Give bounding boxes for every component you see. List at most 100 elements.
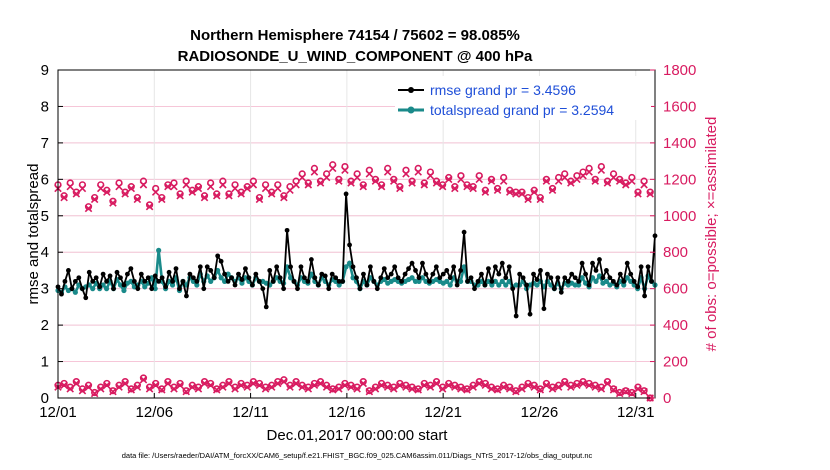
obs-low-assimilated-marker	[402, 383, 410, 391]
obs-low-assimilated-marker-stroke	[579, 379, 587, 388]
obs-low-assimilated-marker-stroke	[548, 385, 557, 393]
obs-low-assimilated-marker-stroke	[225, 379, 233, 388]
obs-assimilated-marker-stroke	[66, 182, 74, 191]
obs-assimilated-marker	[84, 204, 93, 213]
y-tick-label: 4	[41, 244, 49, 261]
obs-assimilated-marker	[316, 179, 325, 187]
totalspread-point	[156, 247, 162, 253]
obs-low-assimilated-marker	[341, 381, 349, 390]
obs-assimilated-marker	[585, 168, 593, 176]
y2-tick-label: 1000	[663, 208, 696, 225]
totalspread-point	[419, 275, 426, 281]
obs-low-assimilated-marker	[353, 385, 361, 393]
obs-low-assimilated-marker-stroke	[158, 386, 166, 394]
rmse-point	[579, 260, 585, 266]
obs-assimilated-marker-stroke	[139, 181, 148, 189]
totalspread-point	[274, 275, 280, 281]
rmse-point	[166, 269, 172, 275]
obs-low-assimilated-marker-stroke	[115, 383, 123, 391]
obs-low-assimilated-marker-stroke	[133, 383, 142, 391]
totalspread-point	[503, 282, 509, 288]
obs-low-assimilated-marker	[414, 386, 422, 394]
obs-low-assimilated-marker	[261, 385, 270, 393]
obs-assimilated-marker	[200, 193, 209, 202]
obs-assimilated-marker-stroke	[444, 175, 453, 184]
totalspread-point	[121, 287, 127, 294]
obs-assimilated-marker	[615, 177, 624, 185]
obs-low-assimilated-marker	[567, 383, 575, 391]
obs-low-assimilated-marker-stroke	[420, 381, 429, 390]
obs-low-assimilated-marker	[109, 387, 117, 396]
obs-assimilated-marker	[328, 164, 337, 173]
rmse-point	[197, 264, 203, 270]
obs-assimilated-marker	[206, 182, 215, 191]
rmse-point	[472, 286, 477, 292]
rmse-point	[565, 278, 571, 284]
obs-assimilated-marker-stroke	[463, 182, 471, 191]
rmse-point	[517, 271, 523, 277]
obs-assimilated-marker-stroke	[115, 182, 123, 191]
obs-low-assimilated-marker	[408, 385, 416, 393]
obs-assimilated-marker	[292, 181, 300, 189]
rmse-point	[326, 286, 332, 292]
rmse-point	[138, 271, 144, 277]
x-tick-label: 12/16	[328, 404, 366, 421]
obs-assimilated-marker	[359, 182, 368, 191]
rmse-point	[485, 266, 491, 272]
rmse-point	[229, 275, 234, 281]
obs-low-assimilated-marker	[560, 379, 569, 388]
obs-assimilated-marker	[243, 184, 252, 193]
rmse-point	[572, 275, 578, 281]
obs-assimilated-marker	[335, 177, 343, 185]
obs-assimilated-marker	[634, 190, 642, 198]
obs-low-assimilated-marker-stroke	[274, 379, 282, 388]
y2-tick-label: 1400	[663, 135, 696, 152]
obs-assimilated-marker-stroke	[280, 193, 288, 202]
obs-low-assimilated-marker-stroke	[127, 386, 136, 394]
obs-assimilated-marker	[298, 173, 306, 182]
x-axis-ticks: 12/01 12/06 12/11 12/16 12/21 12/26 12/31	[39, 393, 655, 421]
obs-assimilated-marker-stroke	[90, 195, 99, 204]
obs-low-assimilated-marker-stroke	[542, 381, 551, 390]
obs-assimilated-marker	[133, 195, 142, 204]
y-tick-label: 3	[41, 281, 49, 298]
rmse-series	[55, 191, 658, 319]
rmse-point	[69, 286, 75, 292]
obs-assimilated-marker	[628, 177, 636, 185]
obs-low-assimilated-marker	[96, 385, 105, 393]
obs-assimilated-marker	[451, 184, 459, 193]
x-tick-label: 12/21	[424, 404, 462, 421]
rmse-point	[381, 266, 387, 272]
footnote: data file: /Users/raeder/DAI/ATM_forcXX/…	[122, 451, 593, 460]
obs-assimilated-marker-stroke	[469, 184, 477, 193]
rmse-point	[118, 275, 123, 281]
obs-low-assimilated-marker	[66, 385, 74, 393]
obs-assimilated-marker-stroke	[597, 166, 606, 174]
obs-low-assimilated-marker-stroke	[512, 387, 520, 396]
obs-low-assimilated-marker-stroke	[518, 385, 526, 393]
totalspread-point	[593, 278, 599, 284]
rmse-point	[107, 273, 113, 279]
obs-low-assimilated-marker-stroke	[176, 381, 184, 390]
obs-low-assimilated-marker-stroke	[603, 379, 612, 388]
obs-low-assimilated-marker-stroke	[170, 385, 178, 393]
obs-assimilated-marker	[457, 175, 465, 184]
obs-assimilated-marker	[396, 184, 404, 193]
obs-low-assimilated-marker	[280, 377, 288, 386]
rmse-point	[256, 278, 262, 284]
rmse-point	[399, 278, 405, 284]
obs-low-assimilated-marker-stroke	[267, 383, 276, 391]
rmse-point	[284, 227, 290, 233]
obs-assimilated-marker-stroke	[640, 181, 648, 189]
y-tick-label: 2	[41, 317, 49, 334]
obs-assimilated-marker-stroke	[396, 184, 404, 193]
obs-low-assimilated-marker	[506, 385, 514, 393]
obs-assimilated-marker-stroke	[481, 188, 490, 196]
totalspread-line	[57, 249, 656, 294]
obs-assimilated-marker-stroke	[274, 184, 282, 193]
obs-assimilated-marker-stroke	[304, 181, 313, 189]
y-tick-label: 6	[41, 171, 49, 188]
obs-assimilated-marker	[182, 181, 190, 189]
y2-tick-label: 1200	[663, 171, 696, 188]
rmse-point	[79, 286, 85, 292]
